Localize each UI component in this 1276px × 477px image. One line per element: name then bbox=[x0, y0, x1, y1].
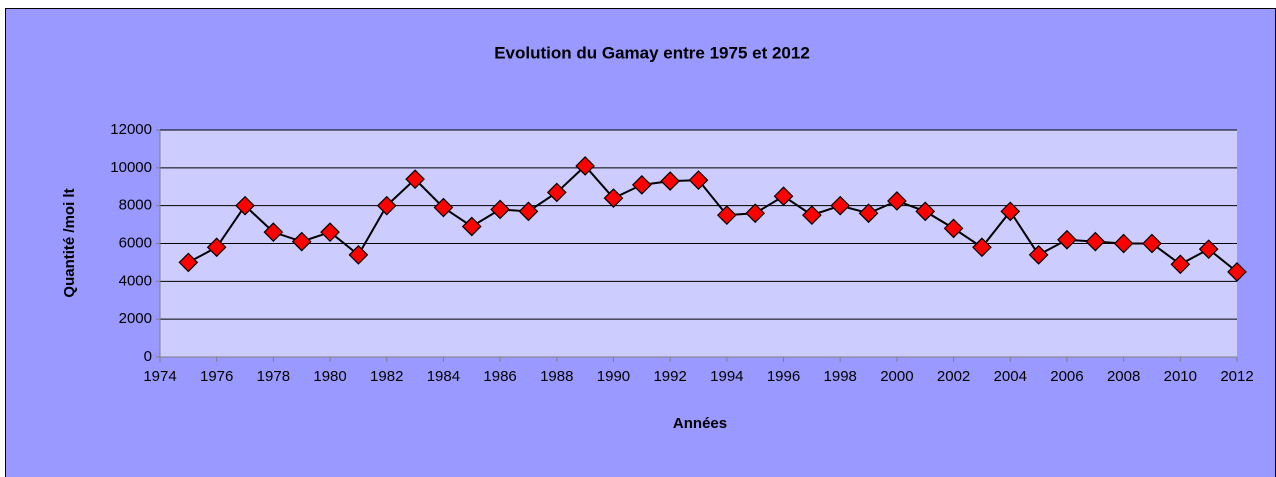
data-point bbox=[1142, 233, 1162, 254]
data-point bbox=[830, 195, 851, 216]
data-point bbox=[915, 201, 936, 222]
x-tick-label: 1984 bbox=[427, 368, 460, 385]
data-point bbox=[943, 218, 964, 239]
x-tick-label: 2012 bbox=[1220, 368, 1253, 385]
x-tick-label: 2010 bbox=[1164, 368, 1197, 385]
data-point bbox=[433, 197, 454, 218]
data-point bbox=[1113, 233, 1134, 254]
y-tick-label: 8000 bbox=[119, 197, 152, 214]
x-tick-label: 1992 bbox=[653, 368, 686, 385]
data-point bbox=[773, 186, 794, 207]
x-tick-label: 2000 bbox=[880, 368, 913, 385]
x-tick-label: 1982 bbox=[370, 368, 403, 385]
data-point bbox=[631, 175, 652, 195]
data-point bbox=[716, 205, 737, 225]
y-tick-label: 6000 bbox=[119, 234, 152, 251]
data-point bbox=[206, 237, 227, 258]
data-point bbox=[1028, 245, 1049, 265]
data-point bbox=[490, 199, 510, 220]
y-tick-label: 10000 bbox=[110, 159, 152, 176]
data-point bbox=[291, 231, 312, 252]
data-point bbox=[178, 252, 199, 273]
data-point bbox=[1198, 239, 1219, 260]
x-tick-label: 1974 bbox=[143, 368, 176, 385]
data-point bbox=[972, 237, 992, 258]
data-point bbox=[688, 170, 709, 190]
data-point bbox=[660, 171, 681, 191]
data-point bbox=[546, 182, 567, 203]
x-tick-label: 1988 bbox=[540, 368, 573, 385]
x-tick-label: 1980 bbox=[313, 368, 346, 385]
data-point bbox=[376, 195, 397, 216]
x-tick-label: 2002 bbox=[937, 368, 970, 385]
data-point bbox=[1170, 254, 1191, 275]
y-tick-label: 12000 bbox=[110, 121, 152, 138]
x-tick-label: 2008 bbox=[1107, 368, 1140, 385]
data-point bbox=[745, 203, 766, 224]
x-axis-label: Années bbox=[673, 415, 727, 432]
x-tick-label: 1976 bbox=[200, 368, 233, 385]
data-point bbox=[518, 201, 539, 222]
x-tick-label: 1990 bbox=[597, 368, 630, 385]
data-point bbox=[263, 222, 284, 242]
data-point bbox=[1057, 229, 1077, 250]
chart-title: Evolution du Gamay entre 1975 et 2012 bbox=[494, 43, 810, 62]
x-tick-label: 1996 bbox=[767, 368, 800, 385]
y-axis-label: Quantité /moi lt bbox=[61, 188, 78, 297]
data-point bbox=[1085, 231, 1106, 252]
data-point bbox=[320, 222, 340, 242]
data-point bbox=[603, 188, 624, 208]
x-tick-label: 1998 bbox=[824, 368, 857, 385]
x-tick-label: 2004 bbox=[994, 368, 1027, 385]
y-tick-label: 2000 bbox=[119, 310, 152, 327]
x-tick-label: 1986 bbox=[483, 368, 516, 385]
y-tick-label: 4000 bbox=[119, 272, 152, 289]
data-point bbox=[887, 191, 907, 211]
data-point bbox=[235, 195, 255, 216]
x-tick-label: 2006 bbox=[1050, 368, 1083, 385]
data-point bbox=[348, 245, 369, 265]
data-point bbox=[575, 156, 595, 176]
data-point bbox=[1227, 262, 1247, 282]
data-point bbox=[858, 203, 879, 224]
y-tick-label: 0 bbox=[144, 348, 152, 365]
data-point bbox=[461, 216, 482, 237]
data-point bbox=[405, 169, 425, 190]
data-point bbox=[802, 205, 822, 225]
x-tick-label: 1978 bbox=[257, 368, 290, 385]
x-tick-label: 1994 bbox=[710, 368, 743, 385]
data-point bbox=[1000, 201, 1021, 222]
